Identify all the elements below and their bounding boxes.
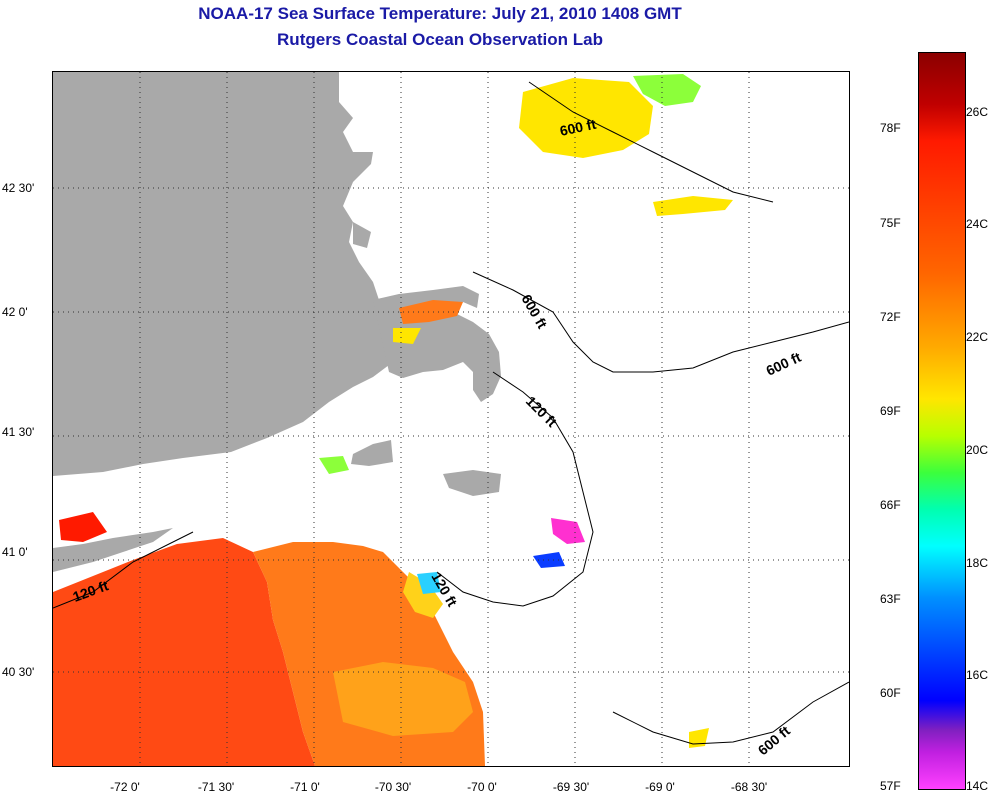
colorbar-c-label: 18C [966, 556, 989, 570]
colorbar-f-label: 57F [880, 779, 901, 793]
contour-label: 120 ft [523, 393, 560, 430]
sst-small-yellow [689, 728, 709, 748]
sst-cyan [417, 572, 441, 594]
colorbar-c-label: 16C [966, 668, 989, 682]
lat-label: 41 30' [2, 425, 35, 439]
sst-shoal-green [319, 456, 349, 474]
colorbar-c-label: 20C [966, 443, 989, 457]
land-bay-notch [353, 222, 371, 248]
depth-contours [53, 81, 849, 745]
lon-label: -72 0' [110, 780, 140, 794]
sst-cape-orange [399, 300, 463, 324]
lon-label: -69 0' [645, 780, 675, 794]
lon-label: -71 30' [197, 780, 235, 794]
chart-subtitle: Rutgers Coastal Ocean Observation Lab [277, 30, 603, 49]
colorbar-c-label: 24C [966, 217, 989, 231]
lat-label: 40 30' [2, 665, 35, 679]
lon-label: -70 30' [374, 780, 412, 794]
sst-warm-red [53, 538, 315, 766]
contour-label: 600 ft [755, 722, 794, 758]
lon-label: -70 0' [467, 780, 497, 794]
sst-north-green [633, 74, 701, 106]
lat-label: 42 30' [2, 181, 35, 195]
lon-label: -69 30' [552, 780, 590, 794]
chart-title: NOAA-17 Sea Surface Temperature: July 21… [198, 4, 682, 23]
temperature-colorbar [918, 52, 966, 790]
colorbar-f-label: 63F [880, 592, 901, 606]
gridlines [53, 72, 849, 766]
sst-cape-yellow [393, 328, 421, 344]
colorbar-c-label: 14C [966, 779, 989, 793]
lat-label: 41 0' [2, 545, 28, 559]
land-mainland [53, 72, 399, 476]
sst-orange-patch [333, 662, 473, 736]
colorbar-f-label: 60F [880, 686, 901, 700]
colorbar-f-label: 69F [880, 404, 901, 418]
colorbar-c-label: 26C [966, 105, 989, 119]
colorbar-f-label: 66F [880, 498, 901, 512]
sst-magenta [551, 518, 585, 544]
contour-label: 600 ft [558, 116, 597, 139]
lon-label: -68 30' [730, 780, 768, 794]
colorbar-f-label: 78F [880, 121, 901, 135]
sst-yellow-strip [653, 196, 733, 216]
contour-label: 600 ft [764, 349, 804, 379]
sst-ri-red [59, 512, 107, 542]
lat-label: 42 0' [2, 305, 28, 319]
land-nantucket [443, 470, 501, 496]
colorbar-c-label: 22C [966, 330, 989, 344]
sst-map: 600 ft 600 ft 600 ft 600 ft 120 ft 120 f… [52, 71, 850, 767]
contour-label: 600 ft [518, 292, 550, 332]
sst-map-canvas: 600 ft 600 ft 600 ft 600 ft 120 ft 120 f… [53, 72, 849, 766]
land-marthas-vineyard [351, 440, 393, 466]
colorbar-f-label: 75F [880, 216, 901, 230]
sst-yellow-fringe [403, 572, 443, 618]
colorbar-f-label: 72F [880, 310, 901, 324]
lon-label: -71 0' [290, 780, 320, 794]
land-long-island [53, 528, 173, 572]
